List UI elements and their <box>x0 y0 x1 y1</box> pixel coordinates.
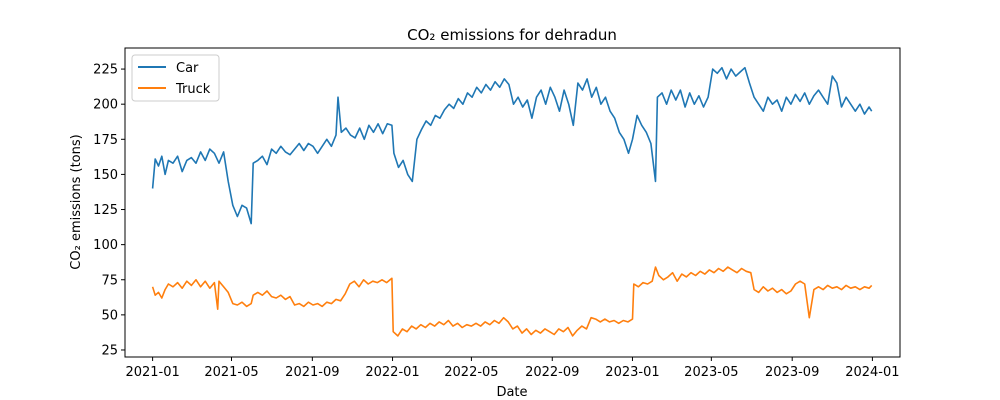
x-tick-label: 2022-01 <box>365 365 419 380</box>
x-tick-label: 2024-01 <box>845 365 899 380</box>
x-tick-label: 2022-05 <box>444 365 498 380</box>
x-axis: 2021-01 2021-05 2021-09 2022-01 2022-05 2022-… <box>125 357 900 380</box>
y-tick-label: 125 <box>93 203 118 218</box>
x-tick-label: 2022-09 <box>525 365 579 380</box>
series-layer <box>151 66 873 337</box>
chart-title: CO₂ emissions for dehradun <box>407 26 617 44</box>
axes-frame <box>124 47 901 358</box>
legend-label-car: Car <box>176 61 199 76</box>
legend: Car Truck <box>131 54 220 102</box>
y-axis: 25 50 75 100 125 150 175 200 225 <box>93 63 125 358</box>
y-tick-label: 100 <box>93 238 118 253</box>
y-axis-label: CO₂ emissions (tons) <box>69 134 84 269</box>
plot-area <box>124 47 901 358</box>
y-tick-label: 150 <box>93 168 118 183</box>
legend-label-truck: Truck <box>175 82 211 97</box>
x-tick-label: 2023-09 <box>765 365 819 380</box>
x-tick-label: 2021-01 <box>125 365 179 380</box>
x-tick-label: 2021-05 <box>204 365 258 380</box>
x-tick-label: 2023-05 <box>684 365 738 380</box>
y-tick-label: 225 <box>93 63 118 78</box>
series-line-truck <box>151 266 873 337</box>
y-tick-label: 200 <box>93 98 118 113</box>
y-tick-label: 50 <box>101 308 118 323</box>
series-line-car <box>151 66 873 225</box>
x-axis-label: Date <box>496 385 527 400</box>
x-tick-label: 2021-09 <box>285 365 339 380</box>
y-tick-label: 75 <box>101 273 118 288</box>
y-tick-label: 25 <box>101 343 118 358</box>
y-tick-label: 175 <box>93 133 118 148</box>
x-tick-label: 2023-01 <box>605 365 659 380</box>
